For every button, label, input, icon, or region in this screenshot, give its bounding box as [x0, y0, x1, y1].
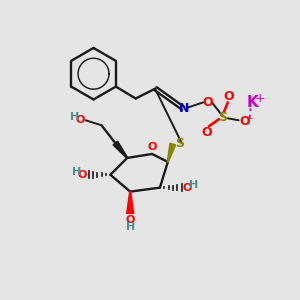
Text: +: +: [254, 92, 265, 105]
Text: O: O: [125, 215, 135, 225]
Text: S: S: [218, 111, 227, 124]
Text: O: O: [202, 126, 212, 139]
Text: S: S: [175, 136, 184, 150]
Text: N: N: [179, 102, 189, 115]
Text: O: O: [76, 115, 85, 125]
Polygon shape: [167, 143, 176, 162]
Text: H: H: [70, 112, 79, 122]
Polygon shape: [113, 141, 127, 158]
Text: O: O: [147, 142, 157, 152]
Text: -: -: [249, 113, 253, 123]
Text: O: O: [203, 96, 213, 109]
Text: H: H: [126, 222, 135, 232]
Text: O: O: [224, 90, 234, 103]
Text: H: H: [72, 167, 81, 177]
Text: K: K: [247, 95, 258, 110]
Text: O: O: [78, 170, 87, 180]
Text: H: H: [189, 180, 198, 190]
Polygon shape: [127, 192, 134, 213]
Text: O: O: [239, 115, 250, 128]
Text: O: O: [183, 183, 192, 193]
